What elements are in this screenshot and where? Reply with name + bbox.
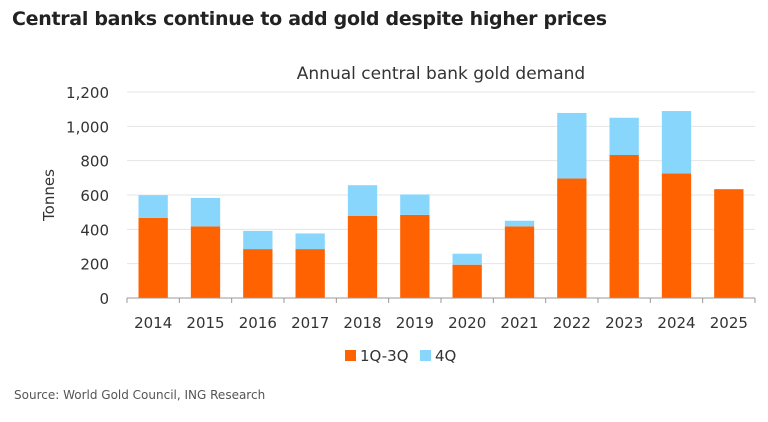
bar-4q-2019 [400,194,430,215]
source-note: Source: World Gold Council, ING Research [14,388,266,402]
bar-4q-2016 [243,230,273,250]
x-tick-label: 2022 [553,314,591,332]
x-tick-label: 2021 [500,314,538,332]
bar-4q-2023 [609,117,639,156]
bar-1q-3q-2022 [557,178,587,298]
y-tick-label: 800 [80,153,109,171]
y-tick-label: 1,200 [66,84,109,102]
x-tick-label: 2023 [605,314,643,332]
x-tick-label: 2018 [343,314,381,332]
legend-label: 1Q-3Q [360,347,409,365]
x-tick-label: 2017 [291,314,329,332]
x-tick-label: 2019 [396,314,434,332]
bar-4q-2022 [557,112,587,179]
chart-title: Annual central bank gold demand [297,64,585,84]
legend-swatch [420,350,431,361]
y-tick-label: 0 [99,290,109,308]
y-tick-label: 600 [80,187,109,205]
bar-1q-3q-2023 [609,155,639,298]
bar-1q-3q-2018 [347,215,378,298]
page-title: Central banks continue to add gold despi… [12,8,607,30]
y-axis-label: Tonnes [40,169,58,222]
bar-1q-3q-2020 [452,264,482,298]
x-tick-label: 2015 [186,314,224,332]
bar-1q-3q-2024 [661,173,692,298]
bar-1q-3q-2021 [504,226,535,298]
bar-1q-3q-2017 [295,249,325,298]
bar-1q-3q-2019 [400,214,430,298]
bar-4q-2014 [138,195,168,218]
bar-1q-3q-2015 [190,226,221,298]
y-tick-label: 400 [80,221,109,239]
bar-1q-3q-2016 [243,249,273,298]
bar-4q-2017 [295,233,325,250]
bar-4q-2018 [347,185,378,216]
x-tick-label: 2025 [710,314,748,332]
y-tick-label: 200 [80,256,109,274]
bar-4q-2024 [661,111,692,174]
legend-label: 4Q [435,347,456,365]
y-tick-label: 1,000 [66,118,109,136]
x-tick-label: 2024 [657,314,695,332]
x-tick-label: 2014 [134,314,172,332]
x-tick-label: 2016 [239,314,277,332]
legend-swatch [345,350,356,361]
bar-4q-2021 [504,220,535,227]
bar-1q-3q-2025 [714,189,744,298]
x-tick-label: 2020 [448,314,486,332]
bar-1q-3q-2014 [138,217,168,298]
bar-4q-2015 [190,197,221,227]
bar-4q-2020 [452,253,482,265]
